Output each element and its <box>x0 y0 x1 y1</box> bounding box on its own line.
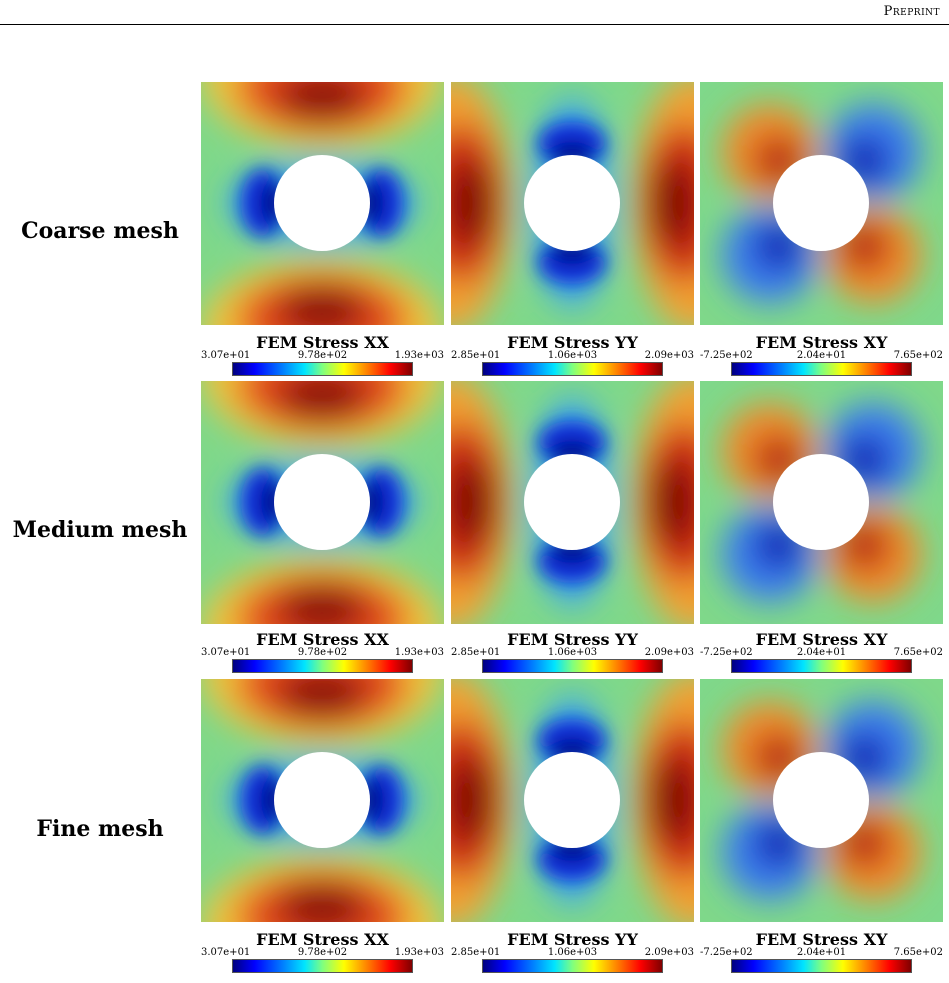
colorbar-min: 3.07e+01 <box>201 350 251 361</box>
colorbar-min: 3.07e+01 <box>201 647 251 658</box>
colorbar-mid: 2.04e+01 <box>796 947 847 958</box>
colorbar-mid: 9.78e+02 <box>297 350 348 361</box>
colorbar-title: FEM Stress XX <box>256 930 389 949</box>
colorbar-mid: 2.04e+01 <box>796 350 847 361</box>
colorbar-min: 2.85e+01 <box>451 647 501 658</box>
colorbar-gradient <box>482 959 663 973</box>
colorbar-max: 2.09e+03 <box>644 647 694 658</box>
colorbar-title: FEM Stress YY <box>507 630 638 649</box>
colorbar-min: -7.25e+02 <box>700 350 753 361</box>
colorbar-coarse-xx: FEM Stress XX 3.07e+01 9.78e+02 1.93e+03 <box>201 333 444 376</box>
colorbar-min: -7.25e+02 <box>700 647 753 658</box>
colorbar-gradient <box>731 959 912 973</box>
colorbar-gradient <box>232 659 413 673</box>
colorbar-title: FEM Stress XX <box>256 630 389 649</box>
colorbar-max: 1.93e+03 <box>394 947 444 958</box>
colorbar-fine-xx: FEM Stress XX 3.07e+01 9.78e+02 1.93e+03 <box>201 930 444 973</box>
colorbar-medium-xx: FEM Stress XX 3.07e+01 9.78e+02 1.93e+03 <box>201 630 444 673</box>
panel-medium-stress-yy <box>451 381 694 624</box>
colorbar-mid: 1.06e+03 <box>547 350 598 361</box>
colorbar-min: -7.25e+02 <box>700 947 753 958</box>
colorbar-gradient <box>482 362 663 376</box>
colorbar-fine-xy: FEM Stress XY -7.25e+02 2.04e+01 7.65e+02 <box>700 930 943 973</box>
colorbar-max: 7.65e+02 <box>893 350 943 361</box>
panel-medium-stress-xy <box>700 381 943 624</box>
colorbar-fine-yy: FEM Stress YY 2.85e+01 1.06e+03 2.09e+03 <box>451 930 694 973</box>
panel-coarse-stress-yy <box>451 82 694 325</box>
colorbar-gradient <box>482 659 663 673</box>
colorbar-medium-yy: FEM Stress YY 2.85e+01 1.06e+03 2.09e+03 <box>451 630 694 673</box>
header-rule <box>0 24 949 25</box>
panel-fine-stress-xy <box>700 679 943 922</box>
colorbar-gradient <box>232 362 413 376</box>
panel-coarse-stress-xy <box>700 82 943 325</box>
colorbar-gradient <box>731 659 912 673</box>
colorbar-max: 1.93e+03 <box>394 647 444 658</box>
colorbar-title: FEM Stress YY <box>507 930 638 949</box>
colorbar-gradient <box>731 362 912 376</box>
colorbar-min: 3.07e+01 <box>201 947 251 958</box>
colorbar-medium-xy: FEM Stress XY -7.25e+02 2.04e+01 7.65e+02 <box>700 630 943 673</box>
panel-fine-stress-yy <box>451 679 694 922</box>
colorbar-title: FEM Stress XX <box>256 333 389 352</box>
colorbar-max: 7.65e+02 <box>893 647 943 658</box>
colorbar-title: FEM Stress XY <box>755 930 888 949</box>
colorbar-title: FEM Stress YY <box>507 333 638 352</box>
colorbar-mid: 1.06e+03 <box>547 947 598 958</box>
colorbar-mid: 9.78e+02 <box>297 647 348 658</box>
colorbar-mid: 9.78e+02 <box>297 947 348 958</box>
panel-fine-stress-xx <box>201 679 444 922</box>
colorbar-min: 2.85e+01 <box>451 350 501 361</box>
colorbar-mid: 2.04e+01 <box>796 647 847 658</box>
row-label-fine: Fine mesh <box>36 816 164 842</box>
colorbar-max: 1.93e+03 <box>394 350 444 361</box>
colorbar-max: 2.09e+03 <box>644 947 694 958</box>
colorbar-coarse-yy: FEM Stress YY 2.85e+01 1.06e+03 2.09e+03 <box>451 333 694 376</box>
colorbar-gradient <box>232 959 413 973</box>
colorbar-title: FEM Stress XY <box>755 630 888 649</box>
colorbar-mid: 1.06e+03 <box>547 647 598 658</box>
colorbar-max: 7.65e+02 <box>893 947 943 958</box>
colorbar-coarse-xy: FEM Stress XY -7.25e+02 2.04e+01 7.65e+02 <box>700 333 943 376</box>
panel-coarse-stress-xx <box>201 82 444 325</box>
panel-medium-stress-xx <box>201 381 444 624</box>
row-label-medium: Medium mesh <box>12 517 188 543</box>
row-label-coarse: Coarse mesh <box>21 218 179 244</box>
colorbar-title: FEM Stress XY <box>755 333 888 352</box>
colorbar-max: 2.09e+03 <box>644 350 694 361</box>
colorbar-min: 2.85e+01 <box>451 947 501 958</box>
preprint-label: Preprint <box>883 4 940 19</box>
